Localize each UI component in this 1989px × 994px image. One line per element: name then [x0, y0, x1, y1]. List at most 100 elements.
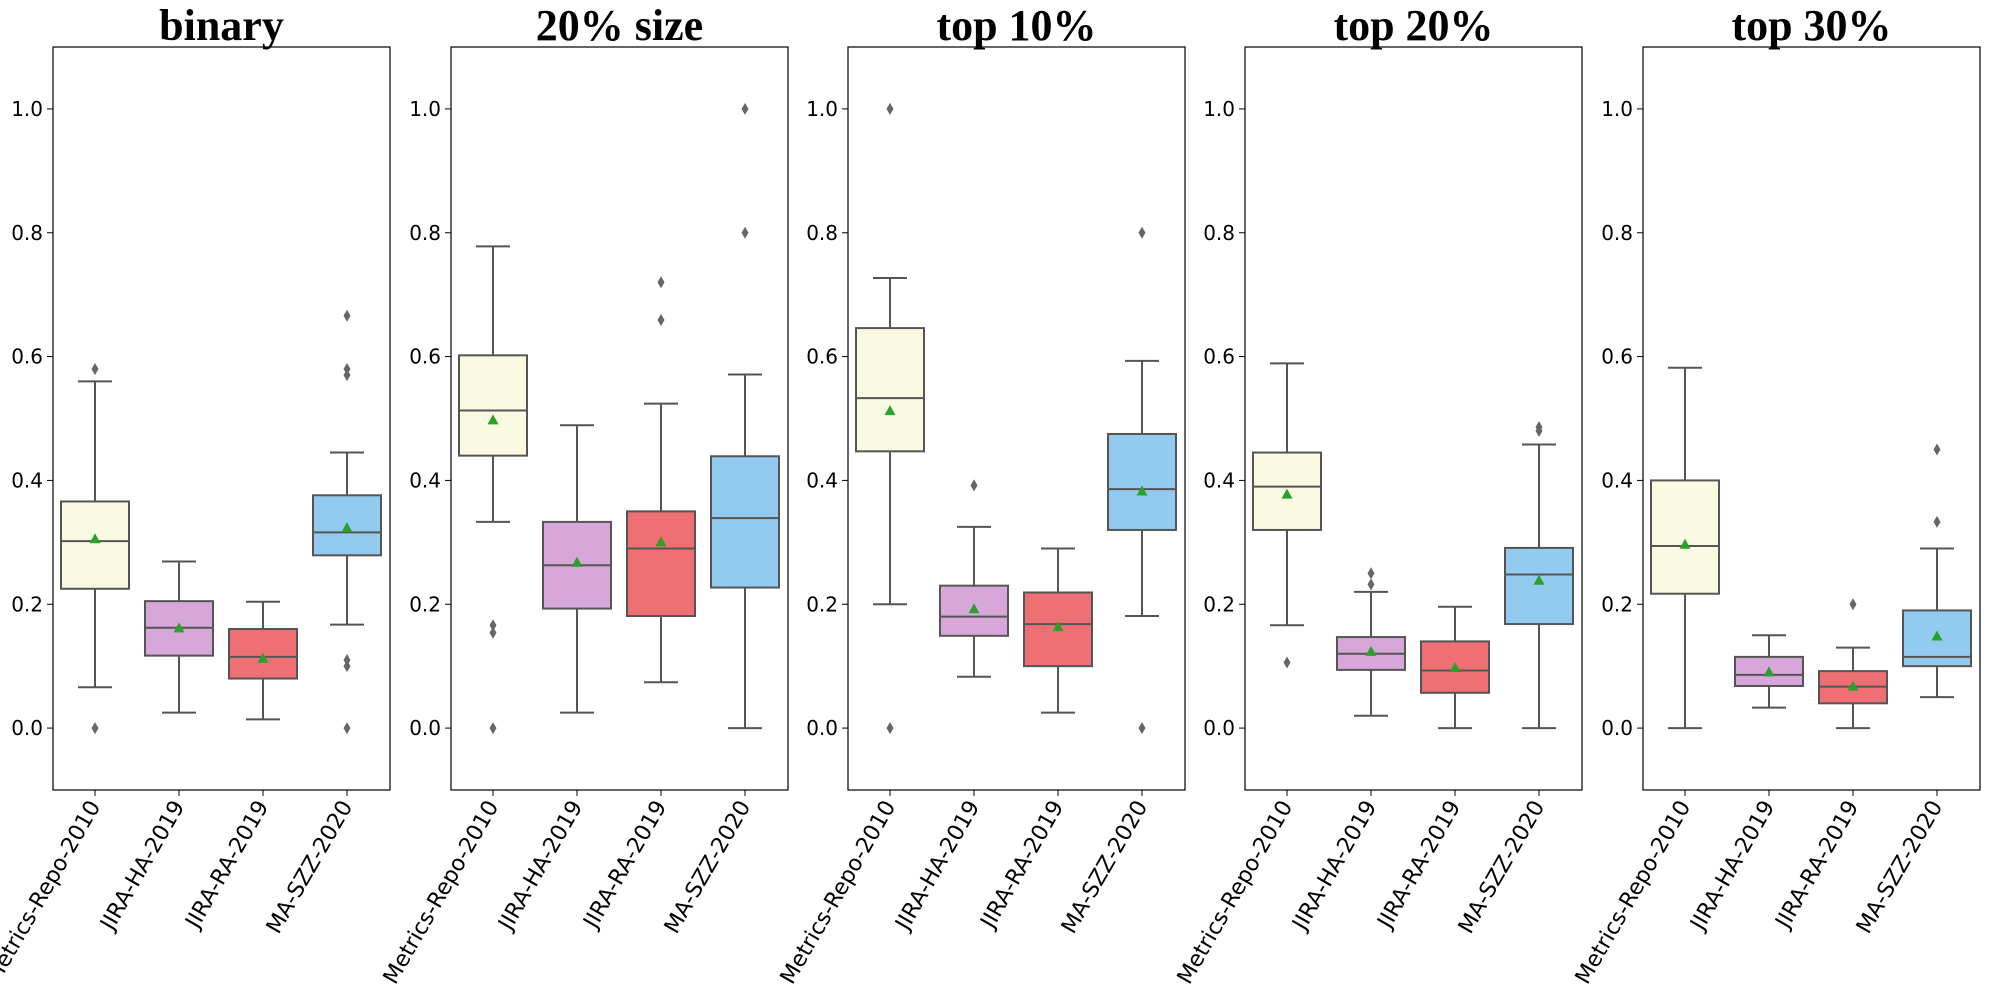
box-1: Metrics-Repo-2010: [1571, 366, 1720, 989]
outlier-point: [741, 102, 749, 115]
outlier-point: [970, 479, 978, 492]
outlier-point: [1367, 567, 1375, 580]
x-category-label: MA-SZZ-2020: [1852, 797, 1948, 939]
outlier-point: [489, 722, 497, 735]
x-category-label: Metrics-Repo-2010: [1173, 797, 1298, 989]
mean-marker: [1365, 645, 1377, 656]
box-body: [1504, 546, 1574, 626]
panel-title: top 30%: [1731, 1, 1891, 50]
outlier-point: [1138, 722, 1146, 735]
y-tick-label: 0.6: [11, 345, 43, 369]
box-1: Metrics-Repo-2010: [1173, 362, 1322, 989]
y-tick-label: 0.4: [1203, 468, 1235, 492]
x-category-label: JIRA-HA-2019: [890, 797, 985, 937]
y-tick-label: 0.4: [1601, 468, 1633, 492]
x-category-label: MA-SZZ-2020: [660, 797, 756, 939]
box-4: MA-SZZ-2020: [262, 309, 382, 938]
mean-marker: [1847, 680, 1859, 691]
y-tick-label: 0.2: [1601, 592, 1633, 616]
y-tick-label: 0.2: [1203, 592, 1235, 616]
y-tick-label: 0.2: [806, 592, 838, 616]
box-body: [458, 354, 528, 457]
outlier-point: [1138, 226, 1146, 239]
outlier-point: [1283, 656, 1291, 669]
chart-panel-2: 20% size 0.0 0.2 0.4 0.6 0.8 1.0 Metrics-Repo-2…: [379, 1, 789, 989]
y-tick-label: 1.0: [409, 97, 441, 121]
plot-frame: [52, 46, 391, 791]
mean-marker: [1931, 630, 1943, 641]
panel-title: binary: [159, 1, 284, 50]
mean-marker: [655, 536, 667, 547]
outlier-point: [489, 619, 497, 632]
box-body: [1107, 432, 1177, 531]
outlier-point: [1535, 421, 1543, 434]
y-tick-label: 1.0: [11, 97, 43, 121]
box-1: Metrics-Repo-2010: [0, 362, 130, 989]
chart-panel-5: top 30% 0.0 0.2 0.4 0.6 0.8 1.0 Metrics-Repo-20…: [1571, 1, 1981, 989]
outlier-point: [741, 226, 749, 239]
box-2: JIRA-HA-2019: [95, 560, 214, 937]
box-2: JIRA-HA-2019: [1685, 634, 1804, 937]
x-category-label: JIRA-HA-2019: [493, 797, 588, 937]
outlier-point: [91, 722, 99, 735]
box-2: JIRA-HA-2019: [493, 424, 612, 937]
y-tick-label: 0.6: [1601, 345, 1633, 369]
box-body: [312, 494, 382, 557]
y-tick-label: 0.8: [409, 221, 441, 245]
y-tick-label: 0.8: [806, 221, 838, 245]
y-tick-label: 0.6: [806, 345, 838, 369]
chart-panel-4: top 20% 0.0 0.2 0.4 0.6 0.8 1.0 Metrics-Repo-20…: [1173, 1, 1583, 989]
box-body: [60, 500, 130, 590]
outlier-point: [657, 314, 665, 327]
x-category-label: Metrics-Repo-2010: [776, 797, 901, 989]
outlier-point: [657, 276, 665, 289]
x-category-label: MA-SZZ-2020: [1057, 797, 1153, 939]
y-tick-label: 0.4: [11, 468, 43, 492]
plot-frame: [847, 46, 1186, 791]
y-tick-label: 0.0: [1601, 716, 1633, 740]
x-category-label: JIRA-RA-2019: [1372, 797, 1466, 935]
outlier-point: [1849, 598, 1857, 611]
mean-marker: [1533, 574, 1545, 585]
box-4: MA-SZZ-2020: [1057, 226, 1177, 939]
plot-frame: [1642, 46, 1981, 791]
mean-marker: [1281, 488, 1293, 499]
outlier-point: [343, 309, 351, 322]
y-tick-label: 0.2: [409, 592, 441, 616]
x-category-label: JIRA-HA-2019: [1287, 797, 1382, 937]
box-body: [855, 327, 925, 453]
outlier-point: [1367, 578, 1375, 591]
outlier-point: [343, 722, 351, 735]
mean-marker: [1763, 666, 1775, 677]
box-body: [1650, 479, 1720, 595]
mean-marker: [968, 603, 980, 614]
y-tick-label: 0.8: [1601, 221, 1633, 245]
y-tick-label: 0.8: [11, 221, 43, 245]
panel-title: top 20%: [1333, 1, 1493, 50]
x-category-label: Metrics-Repo-2010: [0, 797, 106, 989]
mean-marker: [571, 556, 583, 567]
chart-panel-3: top 10% 0.0 0.2 0.4 0.6 0.8 1.0 Metrics-Repo-20…: [776, 1, 1186, 989]
outlier-point: [886, 102, 894, 115]
y-tick-label: 1.0: [1601, 97, 1633, 121]
y-tick-label: 1.0: [1203, 97, 1235, 121]
box-2: JIRA-HA-2019: [890, 479, 1009, 937]
x-category-label: JIRA-RA-2019: [578, 797, 672, 935]
y-tick-label: 0.4: [409, 468, 441, 492]
mean-marker: [173, 622, 185, 633]
box-3: JIRA-RA-2019: [1770, 598, 1888, 935]
x-category-label: JIRA-HA-2019: [1685, 797, 1780, 937]
y-tick-label: 0.4: [806, 468, 838, 492]
mean-marker: [1052, 621, 1064, 632]
box-1: Metrics-Repo-2010: [776, 102, 925, 989]
x-category-label: JIRA-HA-2019: [95, 797, 190, 937]
y-tick-label: 0.8: [1203, 221, 1235, 245]
x-category-label: Metrics-Repo-2010: [379, 797, 504, 989]
outlier-point: [1933, 443, 1941, 456]
y-tick-label: 0.2: [11, 592, 43, 616]
x-category-label: JIRA-RA-2019: [1770, 797, 1864, 935]
y-tick-label: 0.0: [806, 716, 838, 740]
y-tick-label: 0.6: [409, 345, 441, 369]
